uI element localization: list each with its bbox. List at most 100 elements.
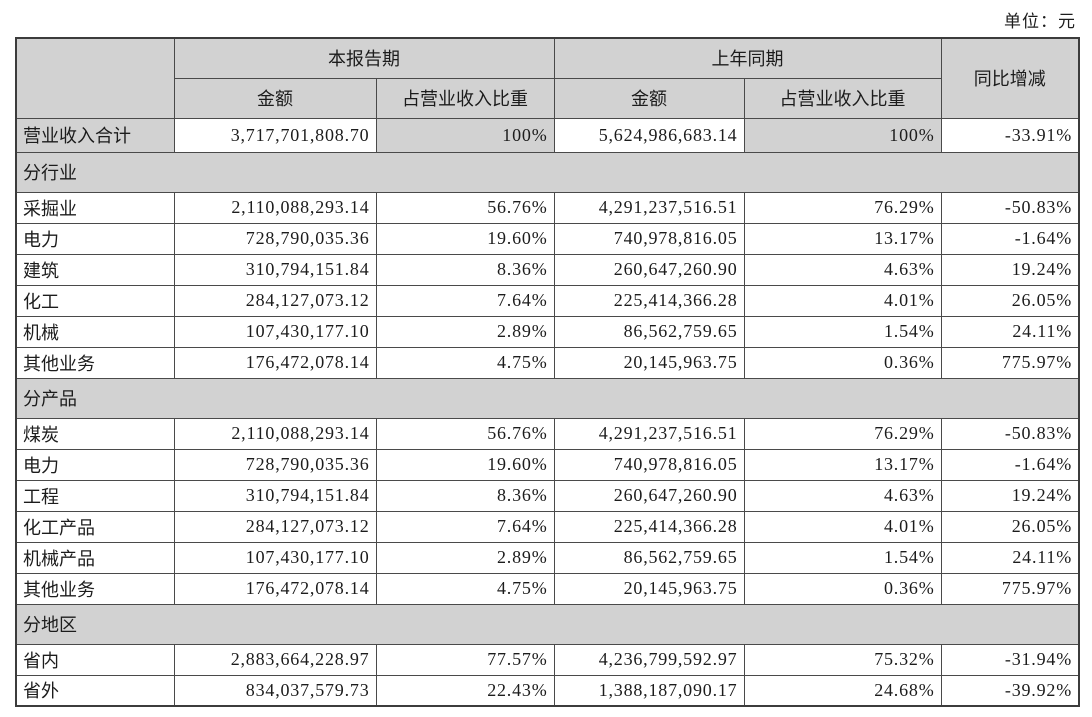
yoy-cell: -50.83%	[940, 191, 1080, 224]
pct-prior-cell: 13.17%	[743, 222, 942, 255]
pct-prior-cell: 100%	[743, 117, 942, 153]
pct-current-cell: 19.60%	[375, 448, 555, 481]
amount-prior-cell: 86,562,759.65	[553, 315, 745, 348]
pct-prior-cell: 76.29%	[743, 417, 942, 450]
yoy-cell: -50.83%	[940, 417, 1080, 450]
pct-current-cell: 7.64%	[375, 284, 555, 317]
row-label: 省外	[15, 674, 175, 707]
table-row: 其他业务 176,472,078.14 4.75% 20,145,963.75 0.36…	[15, 346, 1080, 379]
amount-prior-cell: 86,562,759.65	[553, 541, 745, 574]
section-title: 分地区	[15, 603, 1080, 645]
header-prior-period: 上年同期	[553, 37, 942, 79]
yoy-cell: -33.91%	[940, 117, 1080, 153]
amount-prior-cell: 20,145,963.75	[553, 346, 745, 379]
yoy-cell: 775.97%	[940, 346, 1080, 379]
yoy-cell: 26.05%	[940, 510, 1080, 543]
pct-current-cell: 56.76%	[375, 191, 555, 224]
row-label: 采掘业	[15, 191, 175, 224]
table-header: 本报告期 上年同期 同比增减 金额 占营业收入比重 金额 占营业收入比重	[15, 37, 1080, 119]
pct-current-cell: 7.64%	[375, 510, 555, 543]
yoy-cell: 775.97%	[940, 572, 1080, 605]
header-pct-prior: 占营业收入比重	[743, 77, 942, 119]
amount-current-cell: 176,472,078.14	[173, 346, 377, 379]
pct-prior-cell: 4.63%	[743, 253, 942, 286]
pct-current-cell: 8.36%	[375, 253, 555, 286]
pct-current-cell: 2.89%	[375, 541, 555, 574]
row-label: 机械	[15, 315, 175, 348]
row-label: 营业收入合计	[15, 117, 175, 153]
amount-prior-cell: 4,236,799,592.97	[553, 643, 745, 676]
row-label: 其他业务	[15, 346, 175, 379]
row-label: 电力	[15, 448, 175, 481]
header-row-subcolumns: 金额 占营业收入比重 金额 占营业收入比重	[16, 77, 1079, 119]
amount-prior-cell: 1,388,187,090.17	[553, 674, 745, 707]
amount-current-cell: 284,127,073.12	[173, 510, 377, 543]
row-label: 化工	[15, 284, 175, 317]
pct-current-cell: 56.76%	[375, 417, 555, 450]
table-row: 电力 728,790,035.36 19.60% 740,978,816.05 13.1…	[15, 222, 1080, 255]
yoy-cell: 24.11%	[940, 315, 1080, 348]
pct-prior-cell: 4.01%	[743, 510, 942, 543]
section-title: 分行业	[15, 151, 1080, 193]
pct-current-cell: 19.60%	[375, 222, 555, 255]
amount-current-cell: 2,883,664,228.97	[173, 643, 377, 676]
amount-current-cell: 834,037,579.73	[173, 674, 377, 707]
amount-prior-cell: 4,291,237,516.51	[553, 191, 745, 224]
table-row: 其他业务 176,472,078.14 4.75% 20,145,963.75 0.36…	[15, 572, 1080, 605]
yoy-cell: 19.24%	[940, 253, 1080, 286]
header-yoy-change: 同比增减	[940, 37, 1080, 119]
amount-prior-cell: 5,624,986,683.14	[553, 117, 745, 153]
yoy-cell: 26.05%	[940, 284, 1080, 317]
table-row: 省内 2,883,664,228.97 77.57% 4,236,799,592.97…	[15, 643, 1080, 676]
amount-prior-cell: 740,978,816.05	[553, 448, 745, 481]
yoy-cell: -1.64%	[940, 222, 1080, 255]
amount-current-cell: 284,127,073.12	[173, 284, 377, 317]
table-body: 营业收入合计 3,717,701,808.70 100% 5,624,986,683.…	[15, 117, 1080, 707]
row-label: 机械产品	[15, 541, 175, 574]
header-current-period: 本报告期	[173, 37, 555, 79]
table-row: 省外 834,037,579.73 22.43% 1,388,187,090.17 24…	[15, 674, 1080, 707]
amount-prior-cell: 260,647,260.90	[553, 479, 745, 512]
pct-prior-cell: 1.54%	[743, 541, 942, 574]
pct-prior-cell: 76.29%	[743, 191, 942, 224]
amount-current-cell: 310,794,151.84	[173, 479, 377, 512]
yoy-cell: 19.24%	[940, 479, 1080, 512]
amount-current-cell: 2,110,088,293.14	[173, 191, 377, 224]
table-row: 化工产品 284,127,073.12 7.64% 225,414,366.28 4.0…	[15, 510, 1080, 543]
row-label: 电力	[15, 222, 175, 255]
corner-empty-cell	[15, 37, 175, 119]
pct-current-cell: 22.43%	[375, 674, 555, 707]
row-label: 工程	[15, 479, 175, 512]
table-row: 建筑 310,794,151.84 8.36% 260,647,260.90 4.63%…	[15, 253, 1080, 286]
amount-prior-cell: 225,414,366.28	[553, 284, 745, 317]
pct-prior-cell: 75.32%	[743, 643, 942, 676]
total-revenue-row: 营业收入合计 3,717,701,808.70 100% 5,624,986,683.…	[15, 117, 1080, 153]
pct-prior-cell: 0.36%	[743, 572, 942, 605]
section-header-row: 分行业	[15, 151, 1080, 193]
pct-prior-cell: 4.01%	[743, 284, 942, 317]
yoy-cell: -1.64%	[940, 448, 1080, 481]
row-label: 建筑	[15, 253, 175, 286]
table-row: 机械 107,430,177.10 2.89% 86,562,759.65 1.54% 2…	[15, 315, 1080, 348]
table-row: 机械产品 107,430,177.10 2.89% 86,562,759.65 1.54…	[15, 541, 1080, 574]
pct-current-cell: 100%	[375, 117, 555, 153]
section-header-row: 分产品	[15, 377, 1080, 419]
section-header-row: 分地区	[15, 603, 1080, 645]
pct-prior-cell: 24.68%	[743, 674, 942, 707]
table-row: 化工 284,127,073.12 7.64% 225,414,366.28 4.01%…	[15, 284, 1080, 317]
yoy-cell: 24.11%	[940, 541, 1080, 574]
amount-prior-cell: 4,291,237,516.51	[553, 417, 745, 450]
pct-current-cell: 77.57%	[375, 643, 555, 676]
header-amount-prior: 金额	[553, 77, 745, 119]
unit-label: 单位：元	[1004, 12, 1076, 31]
header-amount-current: 金额	[173, 77, 377, 119]
table-row: 采掘业 2,110,088,293.14 56.76% 4,291,237,516.5…	[15, 191, 1080, 224]
pct-current-cell: 4.75%	[375, 346, 555, 379]
row-label: 其他业务	[15, 572, 175, 605]
revenue-breakdown-table: 本报告期 上年同期 同比增减 金额 占营业收入比重 金额 占营业收入比重 营业收…	[15, 37, 1080, 707]
row-label: 省内	[15, 643, 175, 676]
row-label: 化工产品	[15, 510, 175, 543]
header-row-periods: 本报告期 上年同期 同比增减	[15, 37, 1080, 119]
amount-current-cell: 728,790,035.36	[173, 448, 377, 481]
amount-prior-cell: 20,145,963.75	[553, 572, 745, 605]
